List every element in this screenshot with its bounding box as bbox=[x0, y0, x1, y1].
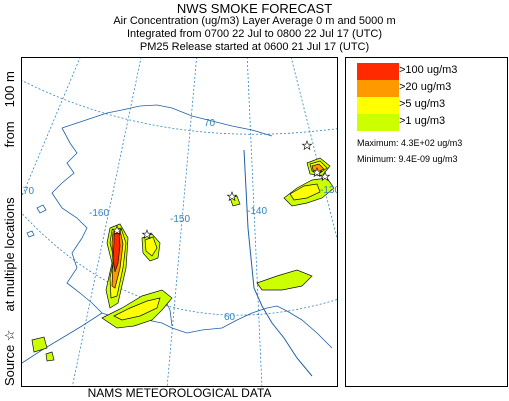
alaska-map: 70 60 -170 -160 -150 -140 -130 bbox=[22, 58, 337, 386]
map-panel: 70 60 -170 -160 -150 -140 -130 bbox=[21, 57, 338, 387]
lon-140-line bbox=[246, 58, 263, 386]
smoke-plume-southwest bbox=[31, 336, 48, 353]
subtitle-integration: Integrated from 0700 22 Jul to 0800 22 J… bbox=[127, 28, 382, 40]
legend-item-20: >20 ug/m3 bbox=[357, 80, 502, 97]
smoke-contours bbox=[31, 157, 335, 362]
legend-swatch-20 bbox=[357, 80, 399, 97]
lon-130-line bbox=[290, 58, 337, 240]
smoke-core-central bbox=[144, 236, 158, 257]
legend-item-5: >5 ug/m3 bbox=[357, 97, 502, 114]
subtitle-concentration: Air Concentration (ug/m3) Layer Average … bbox=[113, 15, 396, 27]
island-1 bbox=[36, 204, 47, 214]
smoke-plume-west bbox=[45, 351, 55, 362]
legend-swatch-1 bbox=[357, 114, 399, 131]
alaska-north-coast bbox=[61, 104, 273, 137]
smoke-core-yukon bbox=[289, 183, 321, 201]
star-icon bbox=[226, 191, 238, 202]
star-icon bbox=[311, 167, 323, 178]
subtitle-release: PM25 Release started at 0600 21 Jul 17 (… bbox=[139, 41, 370, 53]
legend-swatch-100 bbox=[357, 63, 399, 80]
smoke-plume-southeast bbox=[256, 269, 313, 291]
source-location-label: Source ☆ at multiple locations from 100 m bbox=[2, 56, 18, 386]
legend-maximum: Maximum: 4.3E+02 ug/m3 bbox=[357, 138, 463, 148]
star-icon bbox=[319, 171, 331, 182]
coastline bbox=[22, 104, 333, 364]
lon-150-line bbox=[166, 58, 197, 386]
smoke-dense-yukon bbox=[311, 163, 325, 173]
lon-140-label: -140 bbox=[247, 206, 267, 217]
source-label-part1: Source ☆ bbox=[2, 329, 17, 386]
smoke-core-south bbox=[113, 297, 161, 321]
island-2 bbox=[26, 230, 35, 238]
star-icon bbox=[141, 229, 153, 240]
source-label-part4: 100 m bbox=[2, 71, 17, 108]
legend-minimum: Minimum: 9.4E-09 ug/m3 bbox=[357, 154, 458, 164]
legend-label-5: >5 ug/m3 bbox=[399, 98, 446, 110]
map-title: NWS SMOKE FORECAST bbox=[176, 1, 333, 16]
alaska-west-coast bbox=[51, 127, 103, 314]
legend-item-100: >100 ug/m3 bbox=[357, 63, 502, 80]
lon-160-line bbox=[72, 58, 142, 386]
legend-swatch-5 bbox=[357, 97, 399, 114]
source-label-part3: from bbox=[2, 121, 17, 148]
legend-label-1: >1 ug/m3 bbox=[399, 115, 446, 127]
lon-160-label: -160 bbox=[89, 208, 109, 219]
legend-item-1: >1 ug/m3 bbox=[357, 114, 502, 131]
lat-60-label: 60 bbox=[224, 312, 236, 323]
data-source-footer: NAMS METEOROLOGICAL DATA bbox=[87, 386, 272, 400]
lon-130-label: -130 bbox=[320, 185, 337, 196]
smoke-peak-interior bbox=[112, 232, 121, 273]
star-icon bbox=[111, 225, 123, 236]
lon-170-line bbox=[22, 58, 81, 198]
legend-label-20: >20 ug/m3 bbox=[399, 81, 452, 93]
source-markers bbox=[111, 140, 331, 240]
star-icon bbox=[301, 140, 313, 151]
source-label-part2: at multiple locations bbox=[2, 197, 17, 312]
lat-70-label: 70 bbox=[204, 118, 216, 129]
legend-label-100: >100 ug/m3 bbox=[399, 64, 458, 76]
us-canada-border bbox=[243, 149, 313, 377]
legend-panel: >100 ug/m3 >20 ug/m3 >5 ug/m3 >1 ug/m3 M… bbox=[345, 57, 508, 387]
aleutian-chain bbox=[22, 312, 103, 364]
lon-150-label: -150 bbox=[170, 214, 190, 225]
lon-170-label: -170 bbox=[22, 186, 34, 197]
